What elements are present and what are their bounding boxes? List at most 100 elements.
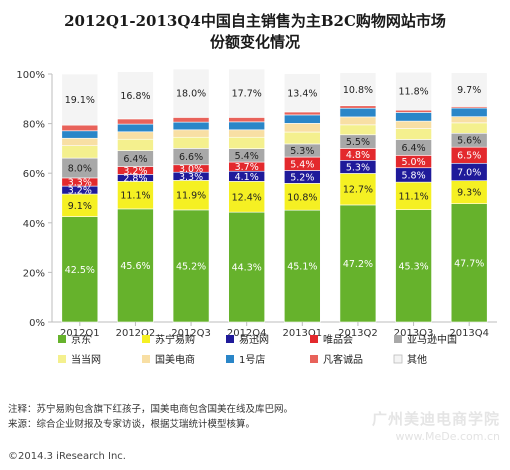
bar-segment	[117, 131, 154, 140]
bar-segment	[339, 173, 377, 206]
legend-label: 当当网	[71, 353, 101, 366]
legend-label: 凡客诚品	[323, 353, 363, 366]
legend-label: 其他	[407, 353, 427, 366]
legend-swatch	[226, 335, 234, 343]
data-label: 10.8%	[343, 85, 373, 96]
legend-label: 京东	[71, 333, 91, 346]
legend-label: 唯品会	[323, 333, 353, 346]
data-label: 45.2%	[176, 261, 206, 272]
bar-segment	[395, 112, 432, 122]
data-label: 5.2%	[290, 172, 314, 183]
data-label: 3.3%	[68, 178, 92, 189]
data-label: 12.7%	[343, 185, 373, 196]
x-tick-label: 2012Q1	[60, 328, 100, 339]
data-label: 3.2%	[123, 166, 147, 177]
legend-swatch	[394, 335, 402, 343]
data-label: 13.4%	[287, 88, 317, 99]
bar-segment	[284, 73, 321, 113]
bar-segment	[395, 128, 432, 140]
data-label: 11.9%	[176, 191, 206, 202]
bar-segment	[172, 121, 210, 131]
bar-segment	[284, 209, 321, 323]
data-label: 9.1%	[68, 201, 92, 212]
bar-segment	[228, 68, 265, 118]
data-label: 45.6%	[120, 261, 150, 272]
bar-segment	[339, 107, 377, 118]
y-tick-label: 80%	[23, 120, 45, 131]
data-label: 5.5%	[346, 137, 370, 148]
bar-segment	[228, 121, 265, 131]
data-label: 9.3%	[457, 188, 481, 199]
data-label: 3.7%	[235, 162, 259, 173]
data-label: 47.7%	[454, 258, 484, 269]
bar-segment	[284, 183, 321, 211]
legend-swatch	[310, 335, 318, 343]
data-label: 9.7%	[457, 85, 481, 96]
data-label: 3.0%	[179, 164, 203, 175]
bar-segment	[172, 117, 210, 123]
note-line-2: 来源：综合企业财报及专家访谈，根据艾瑞统计模型核算。	[8, 419, 256, 430]
legend-label: 易迅网	[239, 334, 269, 346]
legend-label: 1号店	[239, 353, 265, 366]
legend-swatch	[58, 355, 66, 363]
x-tick-label: 2013Q1	[282, 328, 322, 339]
y-tick-label: 20%	[23, 268, 45, 279]
data-label: 6.4%	[401, 143, 425, 154]
bar-segment	[172, 136, 210, 149]
legend-swatch	[142, 355, 150, 363]
data-label: 5.6%	[457, 136, 481, 147]
bar-segment	[339, 72, 377, 107]
bar-segment	[450, 107, 488, 117]
y-tick-label: 0%	[29, 318, 45, 329]
bar-segment	[450, 72, 488, 107]
x-tick-label: 2013Q2	[338, 328, 378, 339]
data-label: 5.0%	[401, 157, 425, 168]
bar-segment	[339, 116, 377, 126]
bar-segment	[172, 209, 210, 323]
legend-swatch	[142, 335, 150, 343]
bar-segment	[117, 138, 154, 151]
data-label: 16.8%	[120, 91, 150, 102]
data-label: 44.3%	[232, 263, 262, 274]
data-label: 42.5%	[65, 265, 95, 276]
data-label: 4.1%	[235, 172, 259, 183]
data-label: 12.4%	[232, 192, 262, 203]
bar-segment	[61, 145, 99, 159]
bar-segment	[61, 137, 99, 146]
bar-segment	[450, 116, 488, 124]
bar-segment	[61, 73, 99, 126]
note-line-1: 注释：苏宁易购包含旗下红孩子，国美电商包含国美在线及库巴网。	[8, 404, 294, 415]
data-label: 45.3%	[398, 261, 428, 272]
chart-title-line1: 2012Q1-2013Q4中国自主销售为主B2C购物网站市场	[64, 12, 446, 30]
legend-swatch	[226, 355, 234, 363]
bar-segment	[172, 129, 210, 138]
bar-segment	[117, 118, 154, 125]
data-label: 11.1%	[398, 191, 428, 202]
bar-segment	[61, 130, 99, 139]
legend-label: 苏宁易购	[155, 333, 195, 346]
data-label: 3.2%	[68, 186, 92, 197]
y-tick-label: 40%	[23, 219, 45, 230]
data-label: 18.0%	[176, 89, 206, 100]
bar-segment	[117, 71, 154, 120]
x-tick-label: 2012Q2	[116, 328, 156, 339]
bar-segment	[395, 181, 432, 210]
data-label: 6.5%	[457, 151, 481, 162]
data-label: 17.7%	[232, 89, 262, 100]
legend-label: 亚马逊中国	[407, 333, 457, 346]
data-label: 8.0%	[68, 163, 92, 174]
legend-label: 国美电商	[155, 353, 195, 366]
bar-segment	[284, 114, 321, 124]
bar-segment	[450, 122, 488, 134]
data-label: 19.1%	[65, 95, 95, 106]
data-label: 6.6%	[179, 152, 203, 163]
data-label: 2.8%	[123, 173, 147, 184]
bar-segment	[117, 123, 154, 133]
bar-segment	[228, 211, 265, 323]
stacked-bar-chart: 0%20%40%60%80%100%42.5%9.1%3.2%3.3%8.0%1…	[16, 68, 497, 366]
data-label: 10.8%	[287, 192, 317, 203]
data-label: 11.1%	[120, 191, 150, 202]
watermark-text: 广州美迪电商学院	[371, 410, 500, 428]
bar-segment	[228, 117, 265, 123]
